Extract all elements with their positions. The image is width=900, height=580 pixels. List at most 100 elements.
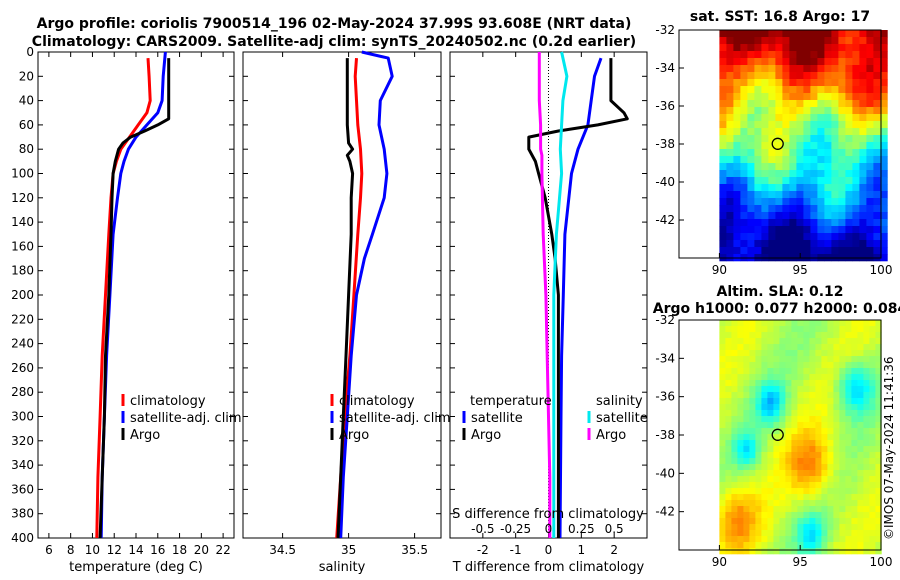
- map-cell: [733, 212, 741, 220]
- map-cell: [863, 392, 870, 399]
- map-cell: [839, 386, 846, 393]
- map-cell: [821, 332, 828, 339]
- map-cell: [821, 320, 828, 327]
- map-cell: [791, 422, 798, 429]
- map-cell: [833, 536, 840, 543]
- map-cell: [833, 518, 840, 525]
- map-cell: [817, 212, 825, 220]
- map-cell: [880, 219, 888, 227]
- x-tick-label: 90: [712, 263, 727, 277]
- map-cell: [749, 470, 756, 477]
- map-cell: [789, 184, 797, 192]
- map-cell: [809, 320, 816, 327]
- map-cell: [833, 446, 840, 453]
- map-cell: [768, 30, 776, 38]
- map-cell: [809, 518, 816, 525]
- map-cell: [725, 422, 732, 429]
- map-cell: [731, 452, 738, 459]
- map-cell: [810, 86, 818, 94]
- map-cell: [719, 163, 727, 171]
- map-cell: [726, 65, 734, 73]
- map-cell: [809, 344, 816, 351]
- map-cell: [827, 422, 834, 429]
- map-cell: [725, 410, 732, 417]
- map-cell: [875, 320, 882, 327]
- map-cell: [775, 65, 783, 73]
- map-cell: [791, 506, 798, 513]
- map-cell: [869, 506, 876, 513]
- map-cell: [796, 51, 804, 59]
- map-cell: [747, 233, 755, 241]
- map-cell: [863, 470, 870, 477]
- map-cell: [845, 416, 852, 423]
- map-cell: [749, 338, 756, 345]
- map-cell: [726, 149, 734, 157]
- map-cell: [755, 518, 762, 525]
- map-cell: [869, 416, 876, 423]
- map-cell: [719, 177, 727, 185]
- map-cell: [719, 72, 727, 80]
- map-cell: [761, 44, 769, 52]
- map-cell: [761, 548, 768, 555]
- map-cell: [761, 198, 769, 206]
- map-cell: [773, 512, 780, 519]
- map-cell: [880, 44, 888, 52]
- map-cell: [839, 440, 846, 447]
- map-cell: [749, 494, 756, 501]
- map-cell: [749, 524, 756, 531]
- map-cell: [803, 72, 811, 80]
- map-cell: [775, 128, 783, 136]
- map-cell: [796, 247, 804, 255]
- map-cell: [863, 398, 870, 405]
- map-cell: [873, 142, 881, 150]
- map-cell: [743, 440, 750, 447]
- map-cell: [755, 380, 762, 387]
- map-cell: [719, 58, 727, 66]
- map-cell: [863, 368, 870, 375]
- map-cell: [859, 114, 867, 122]
- x-tick-label: 18: [172, 543, 187, 557]
- map-cell: [755, 332, 762, 339]
- map-cell: [869, 452, 876, 459]
- map-cell: [839, 350, 846, 357]
- map-cell: [789, 114, 797, 122]
- map-cell: [809, 482, 816, 489]
- map-cell: [754, 184, 762, 192]
- map-cell: [852, 149, 860, 157]
- map-cell: [831, 163, 839, 171]
- map-cell: [726, 79, 734, 87]
- map-cell: [775, 44, 783, 52]
- map-cell: [731, 350, 738, 357]
- map-cell: [779, 512, 786, 519]
- map-cell: [851, 380, 858, 387]
- map-cell: [749, 380, 756, 387]
- map-cell: [775, 37, 783, 45]
- map-cell: [863, 356, 870, 363]
- map-cell: [773, 536, 780, 543]
- map-cell: [791, 362, 798, 369]
- map-cell: [719, 434, 726, 441]
- map-cell: [719, 410, 726, 417]
- map-cell: [838, 177, 846, 185]
- map-cell: [767, 512, 774, 519]
- map-cell: [767, 332, 774, 339]
- map-cell: [725, 482, 732, 489]
- map-cell: [773, 548, 780, 555]
- map-cell: [821, 494, 828, 501]
- map-cell: [875, 506, 882, 513]
- map-cell: [731, 422, 738, 429]
- map-cell: [725, 500, 732, 507]
- map-cell: [791, 470, 798, 477]
- map-cell: [831, 226, 839, 234]
- map-cell: [761, 362, 768, 369]
- map-cell: [755, 362, 762, 369]
- map-cell: [782, 58, 790, 66]
- map-cell: [810, 107, 818, 115]
- map-cell: [785, 476, 792, 483]
- map-cell: [733, 135, 741, 143]
- map-cell: [869, 536, 876, 543]
- map-cell: [789, 79, 797, 87]
- map-cell: [821, 416, 828, 423]
- map-cell: [791, 350, 798, 357]
- map-cell: [747, 107, 755, 115]
